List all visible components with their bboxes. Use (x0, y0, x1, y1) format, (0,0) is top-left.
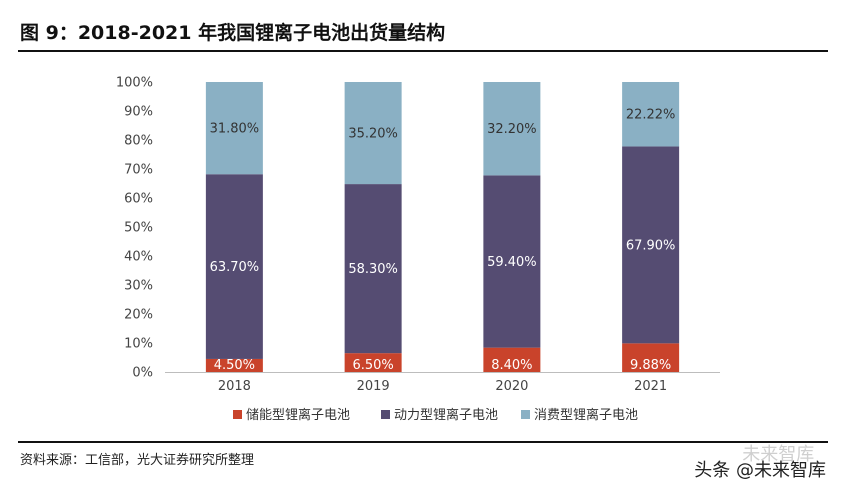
data-label: 59.40% (487, 255, 537, 270)
data-label: 8.40% (491, 358, 532, 373)
bar-segment (483, 175, 541, 348)
x-tick-label: 2020 (495, 379, 528, 394)
y-tick-label: 100% (116, 76, 153, 91)
bar-segment (205, 82, 263, 175)
data-label: 35.20% (348, 127, 398, 142)
bar-segment (344, 353, 402, 372)
bar-segment (344, 184, 402, 354)
data-label: 58.30% (348, 262, 398, 277)
page-title: 图 9：2018-2021 年我国锂离子电池出货量结构 (20, 22, 446, 44)
source-note: 资料来源：工信部，光大证券研究所整理 (20, 453, 255, 468)
bar-segment (622, 343, 680, 372)
legend-swatch (521, 410, 530, 419)
legend-label: 储能型锂离子电池 (246, 407, 350, 423)
data-label: 9.88% (630, 358, 671, 373)
y-tick-label: 40% (124, 250, 153, 265)
data-label: 22.22% (626, 108, 676, 123)
bar-segment (622, 82, 680, 147)
y-tick-label: 70% (124, 163, 153, 178)
y-tick-label: 20% (124, 308, 153, 323)
data-label: 31.80% (210, 122, 260, 137)
bar-segment (483, 82, 541, 176)
bar-segment (622, 146, 680, 344)
bar-segment (205, 358, 263, 372)
watermark-text: 头条 @未来智库 (694, 460, 826, 481)
title-rule (18, 50, 828, 52)
y-tick-label: 30% (124, 279, 153, 294)
data-label: 32.20% (487, 122, 537, 137)
y-tick-label: 60% (124, 192, 153, 207)
bar-segment (205, 174, 263, 359)
bar-segment (344, 82, 402, 185)
data-label: 4.50% (214, 358, 255, 373)
legend-label: 动力型锂离子电池 (394, 407, 498, 423)
watermark: 未来智库 头条 @未来智库 (694, 444, 826, 482)
bar-segment (483, 347, 541, 372)
legend-swatch (381, 410, 390, 419)
footer-rule (18, 441, 828, 443)
data-label: 6.50% (352, 358, 393, 373)
x-tick-label: 2018 (218, 379, 251, 394)
data-label: 63.70% (210, 260, 260, 275)
x-tick-label: 2019 (357, 379, 390, 394)
y-tick-label: 80% (124, 134, 153, 149)
watermark-ghost: 未来智库 (742, 444, 815, 465)
legend-swatch (233, 410, 242, 419)
data-label: 67.90% (626, 238, 676, 253)
y-tick-label: 90% (124, 105, 153, 120)
legend-label: 消费型锂离子电池 (534, 407, 638, 423)
y-tick-label: 10% (124, 337, 153, 352)
x-tick-label: 2021 (634, 379, 667, 394)
y-tick-label: 0% (132, 366, 153, 381)
y-tick-label: 50% (124, 221, 153, 236)
stacked-bar-chart: 0% 10% 20% 30% 40% 50% 60% 70% 80% 90% 100% 4.50% 63… (116, 76, 720, 423)
